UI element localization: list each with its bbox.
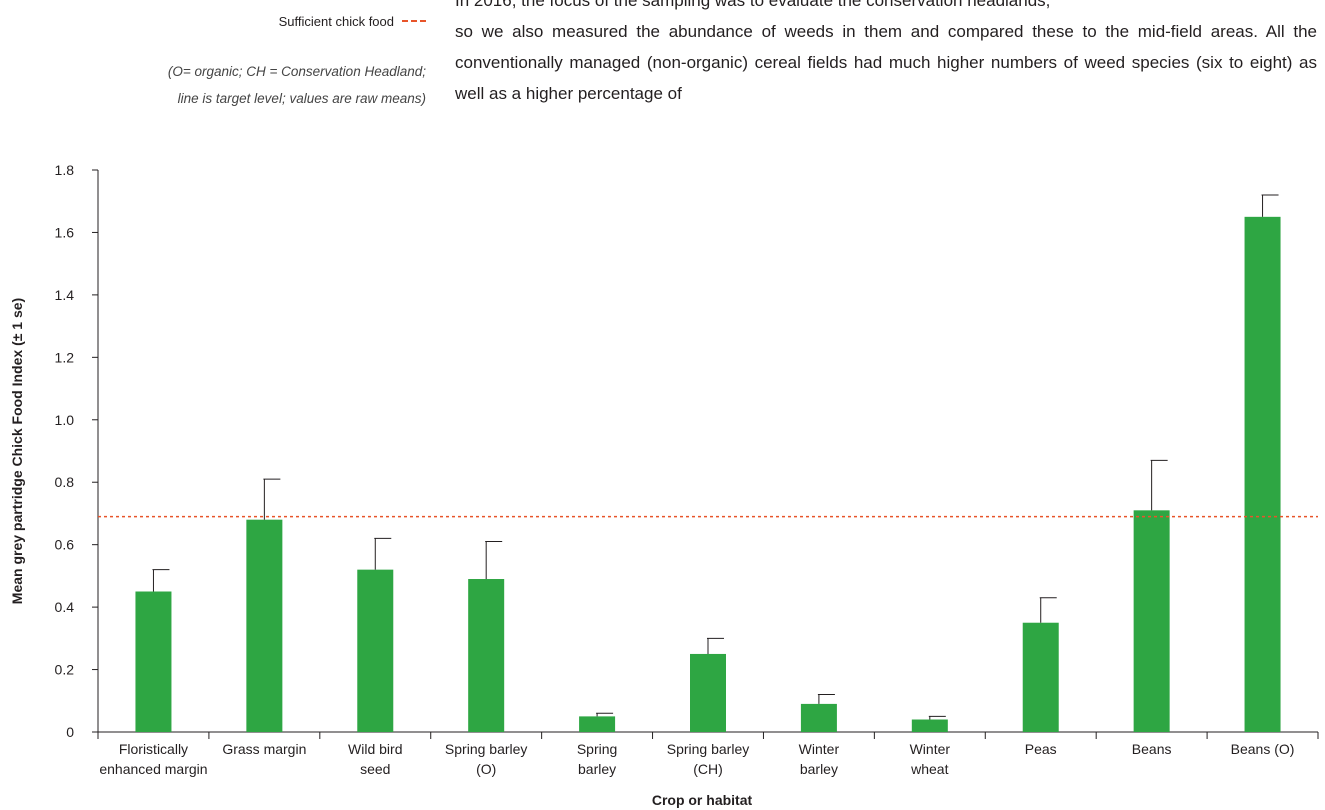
category-label: Spring	[577, 741, 617, 757]
category-label: Grass margin	[222, 741, 306, 757]
category-label: Wild bird	[348, 741, 402, 757]
category-label: Peas	[1025, 741, 1057, 757]
y-tick-label: 0.4	[55, 599, 75, 615]
bar	[246, 519, 283, 732]
bar	[1133, 510, 1170, 732]
bar	[911, 719, 948, 732]
body-first-line: In 2016, the focus of the sampling was t…	[455, 0, 1051, 10]
body-text: In 2016, the focus of the sampling was t…	[455, 0, 1317, 112]
y-tick-label: 1.6	[55, 224, 75, 240]
category-label: Floristically	[119, 741, 188, 757]
y-tick-label: 0	[66, 724, 74, 740]
error-bars	[152, 194, 1279, 720]
legend-entry: Sufficient chick food	[0, 14, 426, 29]
bar	[1244, 216, 1281, 733]
y-axis-title: Mean grey partridge Chick Food Index (± …	[9, 298, 25, 604]
body-paragraph: In 2016, the focus of the sampling was t…	[455, 0, 1317, 109]
category-label: enhanced margin	[99, 761, 207, 777]
x-axis	[97, 731, 1319, 739]
bar	[800, 703, 837, 732]
legend-dashed-line-icon	[402, 19, 426, 22]
category-label: Winter	[799, 741, 840, 757]
bar	[468, 579, 505, 732]
y-tick-label: 0.6	[55, 537, 75, 553]
category-label: Beans	[1132, 741, 1172, 757]
y-tick-label: 0.8	[55, 474, 75, 490]
category-label: (O)	[476, 761, 496, 777]
category-label: Winter	[910, 741, 951, 757]
category-label: Spring barley	[445, 741, 528, 757]
category-label: (CH)	[693, 761, 723, 777]
category-label: wheat	[910, 761, 948, 777]
bar	[135, 591, 172, 732]
bar	[690, 653, 726, 732]
category-label: barley	[800, 761, 838, 777]
bars	[135, 216, 1281, 733]
y-axis: 0 0.2 0.4 0.6 0.8 1.0 1.2 1.4 1.6 1.8	[55, 162, 99, 740]
y-tick-label: 1.4	[55, 287, 75, 303]
bar	[1022, 622, 1059, 732]
chart-note: (O= organic; CH = Conservation Headland;…	[0, 58, 426, 112]
y-tick-label: 1.8	[55, 162, 75, 178]
y-tick-label: 1.2	[55, 349, 75, 365]
category-label: barley	[578, 761, 616, 777]
y-tick-label: 0.2	[55, 662, 75, 678]
y-tick-label: 1.0	[55, 412, 75, 428]
chart-note-line-1: (O= organic; CH = Conservation Headland;	[167, 64, 426, 79]
x-axis-title: Crop or habitat	[652, 792, 753, 808]
category-label: seed	[360, 761, 390, 777]
bar	[579, 716, 616, 732]
legend-label: Sufficient chick food	[278, 14, 394, 29]
bar	[357, 569, 394, 732]
category-labels: Floristically enhanced margin Grass margin…	[99, 741, 1294, 777]
chart-note-line-2: line is target level; values are raw mea…	[177, 91, 426, 106]
category-label: Beans (O)	[1231, 741, 1295, 757]
category-label: Spring barley	[667, 741, 750, 757]
body-rest: so we also measured the abundance of wee…	[455, 22, 1317, 103]
